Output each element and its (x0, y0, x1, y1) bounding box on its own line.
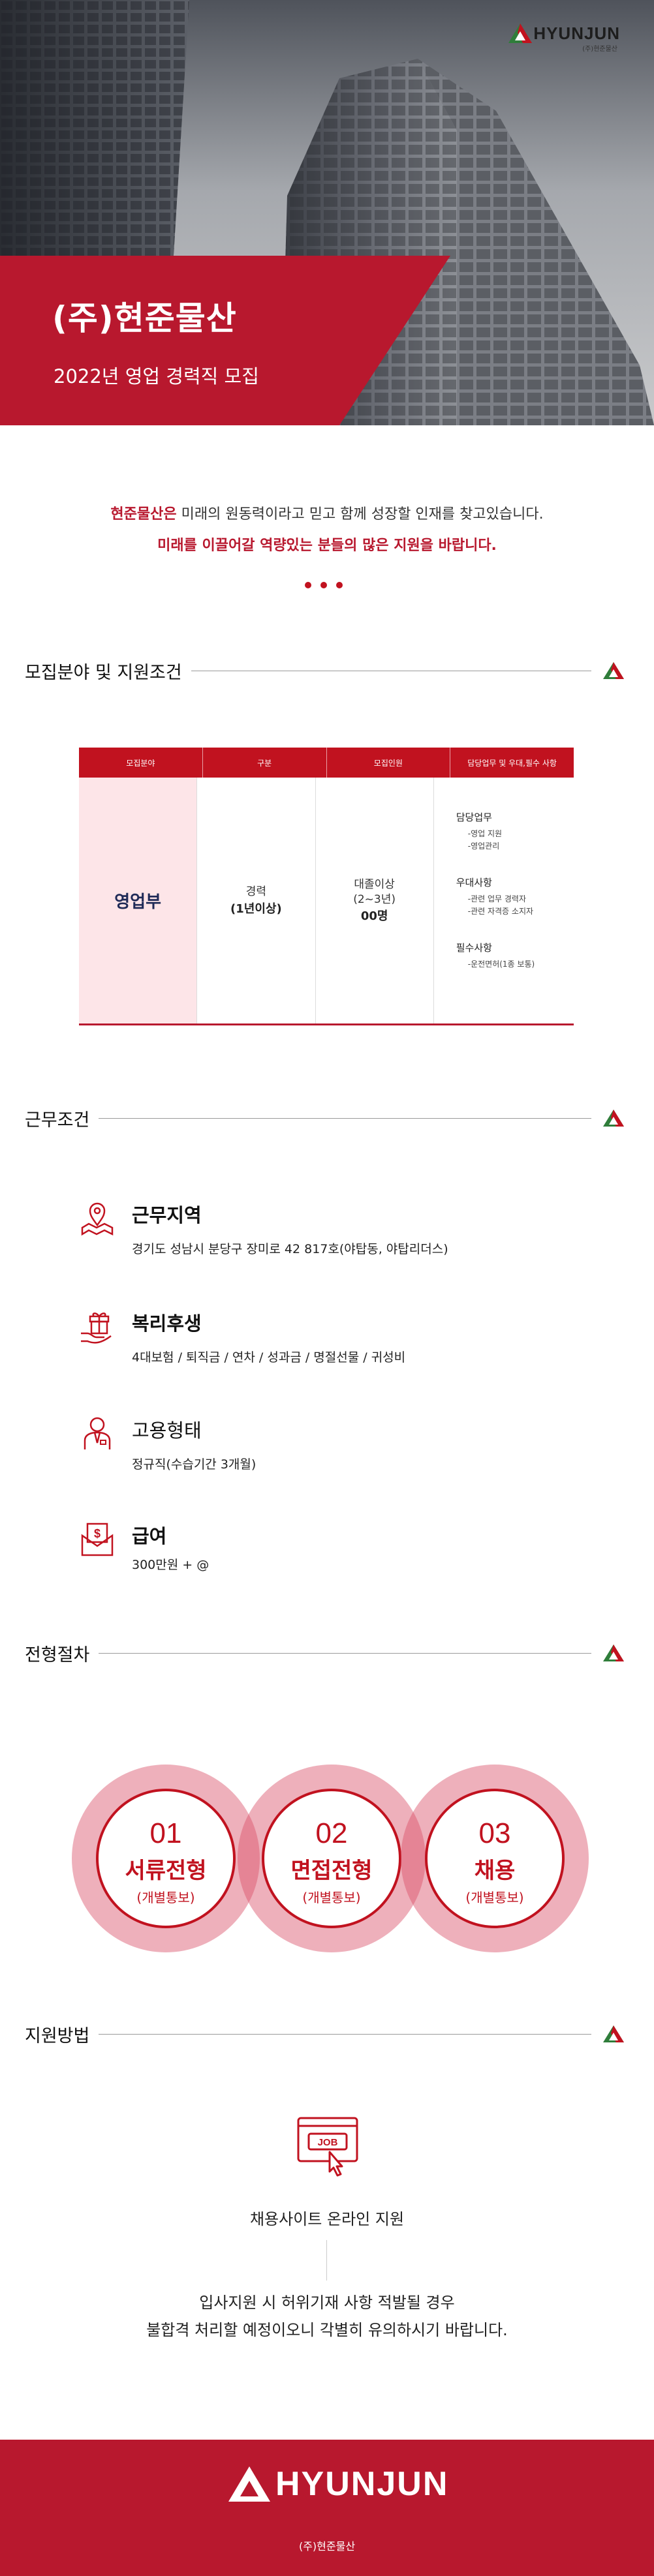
triangle-logo-icon (603, 662, 624, 679)
footer-logo-sub: (주)현준물산 (298, 2540, 356, 2553)
condition-employment: 고용형태 정규직(수습기간 3개월) (78, 1414, 256, 1472)
salary-text: 300만원 + @ (132, 1558, 210, 1572)
online-apply-icon: JOB (297, 2117, 358, 2177)
table-row: 영업부 경력 (1년이상) 대졸이상 (2~3년) 00명 담당업무 -영업 지… (79, 778, 574, 1025)
notice-line-2: 불합격 처리할 예정이오니 각별히 유의하시기 바랍니다. (146, 2321, 508, 2339)
career-years: (1년이상) (230, 902, 282, 916)
employee-icon (84, 1417, 111, 1449)
section-header-recruit: 모집분야 및 지원조건 (25, 658, 625, 684)
footer-logo-word: HYUNJUN (275, 2465, 449, 2503)
notice-line-1: 입사지원 시 허위기재 사항 적발될 경우 (199, 2294, 455, 2312)
section-title-apply: 지원방법 (25, 2025, 90, 2046)
triangle-logo-icon (603, 2025, 624, 2042)
icon-job-text: JOB (318, 2137, 338, 2148)
table-header-cell: 구분 (203, 748, 327, 778)
duties-title: 담당업무 (456, 811, 492, 823)
step-number: 02 (315, 1817, 348, 1849)
location-text: 경기도 성남시 분당구 장미로 42 817호(야탑동, 야탑리더스) (132, 1242, 448, 1256)
duties-group: 담당업무 -영업 지원 -영업관리 (456, 810, 502, 852)
process-step-3: 03 채용 (개별통보) (401, 1765, 589, 1952)
section-header-process: 전형절차 (25, 1640, 625, 1666)
process-step-2: 02 면접전형 (개별통보) (238, 1765, 426, 1952)
building-photo (0, 0, 654, 425)
section-title-work: 근무조건 (25, 1110, 90, 1130)
logo-triangle-icon (508, 23, 533, 43)
process-step-1: 01 서류전형 (개별통보) (72, 1765, 260, 1952)
intro-line-1-text: 미래의 원동력이라고 믿고 함께 성장할 인재를 찾고있습니다. (176, 506, 544, 523)
section-header-work: 근무조건 (25, 1105, 625, 1131)
step-note: (개별통보) (136, 1890, 195, 1905)
benefit-title: 복리후생 (132, 1312, 202, 1335)
section-divider (99, 1117, 591, 1119)
table-header-cell: 모집분야 (79, 748, 203, 778)
cell-count: 대졸이상 (2~3년) 00명 (316, 778, 434, 1023)
intro-line-2: 미래를 이끌어갈 역량있는 분들의 많은 지원을 바랍니다. (157, 538, 497, 554)
intro-line-1: 현준물산은 미래의 원동력이라고 믿고 함께 성장할 인재를 찾고있습니다. (0, 502, 654, 523)
step-number: 01 (149, 1817, 182, 1849)
table-header-cell: 모집인원 (327, 748, 451, 778)
duty-item: -영업 지원 (467, 829, 503, 838)
intro-company-highlight: 현준물산은 (110, 506, 177, 523)
recruit-table: 모집분야 구분 모집인원 담당업무 및 우대,필수 사항 영업부 경력 (1년이… (79, 748, 574, 1025)
salary-envelope-icon: $ (81, 1523, 114, 1556)
step-name: 채용 (474, 1858, 516, 1884)
count-value: 00명 (360, 909, 388, 924)
vertical-divider (326, 2240, 327, 2281)
footer-logo[interactable]: HYUNJUN (227, 2464, 448, 2504)
edu-value: 대졸이상 (354, 877, 395, 891)
salary-title: 급여 (132, 1525, 167, 1547)
step-name: 서류전형 (125, 1858, 207, 1884)
cell-career: 경력 (1년이상) (197, 778, 316, 1023)
recruit-subtitle: 2022년 영업 경력직 모집 (54, 365, 259, 387)
career-value: 경력 (245, 885, 267, 899)
employment-title: 고용형태 (132, 1419, 202, 1442)
condition-location: 근무지역 경기도 성남시 분당구 장미로 42 817호(야탑동, 야탑리더스) (78, 1199, 448, 1257)
footer-logo-triangle-icon (228, 2466, 270, 2502)
gift-hand-icon (81, 1312, 112, 1344)
benefit-text: 4대보험 / 퇴직금 / 연차 / 성과금 / 명절선물 / 귀성비 (132, 1350, 406, 1365)
condition-salary: $ 급여 300만원 + @ (78, 1520, 209, 1573)
step-name: 면접전형 (290, 1858, 373, 1884)
required-group: 필수사항 -운전면허(1종 보통) (456, 941, 535, 971)
company-title: (주)현준물산 (52, 299, 237, 337)
preferred-group: 우대사항 -관련 업무 경력자 -관련 자격증 소지자 (456, 875, 533, 917)
triangle-logo-icon (603, 1110, 624, 1127)
preferred-item: -관련 자격증 소지자 (467, 906, 534, 916)
required-title: 필수사항 (456, 942, 492, 954)
section-title-recruit: 모집분야 및 지원조건 (25, 662, 182, 683)
triangle-logo-icon (603, 1644, 624, 1661)
required-item: -운전면허(1종 보통) (467, 960, 535, 969)
svg-text:$: $ (94, 1527, 101, 1540)
preferred-title: 우대사항 (456, 877, 492, 889)
section-header-apply: 지원방법 (25, 2021, 625, 2047)
location-title: 근무지역 (132, 1204, 202, 1226)
step-note: (개별통보) (302, 1890, 361, 1905)
table-header: 모집분야 구분 모집인원 담당업무 및 우대,필수 사항 (79, 748, 574, 778)
edu-years: (2~3년) (353, 892, 396, 906)
cell-field: 영업부 (79, 778, 198, 1023)
logo-word: HYUNJUN (533, 23, 620, 43)
section-title-process: 전형절차 (25, 1644, 90, 1665)
footer: HYUNJUN (주)현준물산 (0, 2440, 654, 2576)
apply-method-label: 채용사이트 온라인 지원 (249, 2210, 405, 2228)
header-logo[interactable]: HYUNJUN (주)현준물산 (507, 22, 620, 53)
step-number: 03 (478, 1817, 511, 1849)
condition-benefit: 복리후생 4대보험 / 퇴직금 / 연차 / 성과금 / 명절선물 / 귀성비 (78, 1307, 405, 1365)
logo-sub: (주)현준물산 (582, 46, 617, 53)
table-header-cell: 담당업무 및 우대,필수 사항 (467, 758, 557, 768)
preferred-item: -관련 업무 경력자 (467, 894, 526, 904)
employment-text: 정규직(수습기간 3개월) (132, 1457, 257, 1472)
cell-duties: 담당업무 -영업 지원 -영업관리 우대사항 -관련 업무 경력자 -관련 자격… (434, 778, 574, 1023)
map-pin-icon (81, 1202, 114, 1236)
section-divider (99, 2033, 591, 2035)
divider-dots (305, 582, 343, 588)
step-note: (개별통보) (465, 1890, 524, 1905)
field-value: 영업부 (114, 892, 161, 912)
hero-banner: HYUNJUN (주)현준물산 (주)현준물산 2022년 영업 경력직 모집 (0, 0, 654, 425)
duty-item: -영업관리 (467, 841, 500, 851)
section-divider (99, 1652, 591, 1654)
